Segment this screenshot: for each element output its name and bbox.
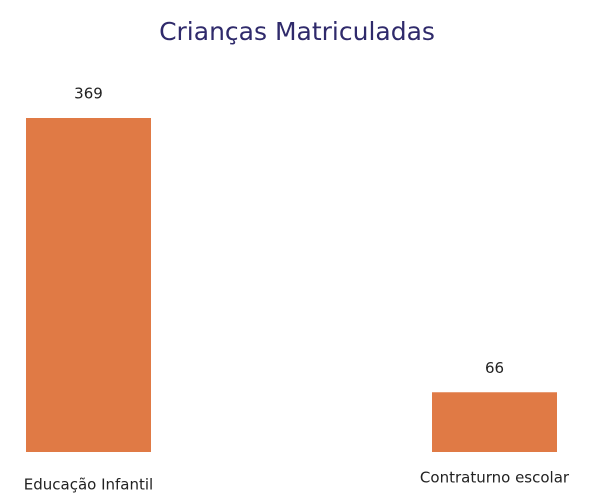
value-label: 66 xyxy=(485,359,504,377)
bar xyxy=(432,392,557,452)
chart-title: Crianças Matriculadas xyxy=(159,17,435,46)
bar xyxy=(26,118,151,452)
x-tick-label: Educação Infantil xyxy=(24,476,153,494)
value-label: 369 xyxy=(74,85,103,103)
x-tick-label: Contraturno escolar xyxy=(420,469,570,487)
